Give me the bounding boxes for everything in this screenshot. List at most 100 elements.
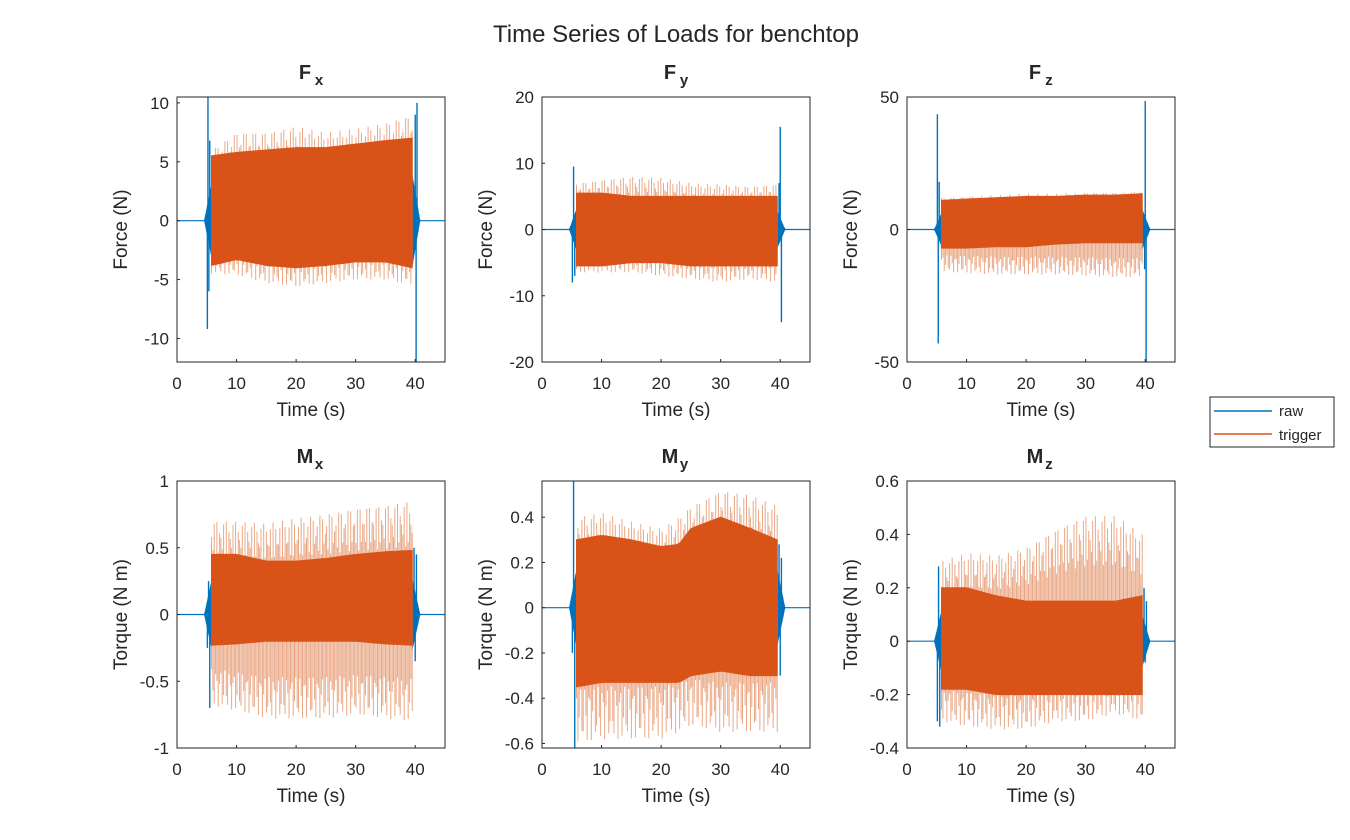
y-tick-label: 0 <box>525 221 534 240</box>
y-tick-label: -10 <box>144 329 169 348</box>
trigger-series-band <box>941 587 1143 696</box>
y-tick-label: 1 <box>160 472 169 491</box>
x-tick-label: 20 <box>652 760 671 779</box>
plot-area <box>542 126 810 323</box>
y-tick-label: -5 <box>154 271 169 290</box>
trigger-series-band <box>941 193 1143 249</box>
panel-title-subscript: x <box>315 456 324 473</box>
plot-area <box>907 515 1175 730</box>
axes-box <box>906 480 1176 749</box>
x-tick-label: 20 <box>287 760 306 779</box>
y-tick-label: 0.4 <box>510 508 534 527</box>
x-tick-label: 30 <box>346 374 365 393</box>
y-axis-label: Torque (N m) <box>111 559 132 670</box>
y-tick-label: 0 <box>890 221 899 240</box>
y-axis-label: Force (N) <box>841 189 862 269</box>
trigger-series-band <box>576 192 778 267</box>
panel-mx: 0 10 20 30 40 -1 -0.5 0 0.5 1 Time (s) Torque (N m)… <box>111 446 446 807</box>
x-tick-label: 30 <box>711 374 730 393</box>
y-axis-label: Torque (N m) <box>841 559 862 670</box>
y-tick-label: -0.4 <box>870 739 899 758</box>
legend-trigger-label: trigger <box>1279 427 1322 444</box>
y-tick-label: -10 <box>509 287 534 306</box>
x-axis-label: Time (s) <box>1007 400 1076 421</box>
panel-title: M <box>662 446 679 468</box>
y-tick-label: -0.2 <box>505 644 534 663</box>
figure-title: Time Series of Loads for benchtop <box>493 21 859 48</box>
x-tick-label: 20 <box>652 374 671 393</box>
x-tick-label: 0 <box>172 760 181 779</box>
x-tick-label: 30 <box>1076 760 1095 779</box>
x-tick-label: 10 <box>592 374 611 393</box>
x-axis-label: Time (s) <box>1007 786 1076 807</box>
x-tick-label: 30 <box>711 760 730 779</box>
x-tick-label: 0 <box>902 760 911 779</box>
y-tick-label: -0.4 <box>505 689 534 708</box>
x-axis-label: Time (s) <box>642 786 711 807</box>
x-axis-label: Time (s) <box>277 786 346 807</box>
x-tick-label: 40 <box>406 760 425 779</box>
x-tick-label: 40 <box>771 760 790 779</box>
y-tick-label: -0.6 <box>505 734 534 753</box>
y-tick-label: -1 <box>154 739 169 758</box>
x-axis-label: Time (s) <box>642 400 711 421</box>
x-tick-label: 0 <box>537 374 546 393</box>
y-axis-label: Torque (N m) <box>476 559 497 670</box>
y-tick-label: 0 <box>160 212 169 231</box>
panel-title-subscript: x <box>315 72 324 89</box>
x-tick-label: 10 <box>957 374 976 393</box>
x-tick-label: 40 <box>406 374 425 393</box>
y-tick-label: 0.5 <box>145 539 169 558</box>
x-tick-label: 30 <box>346 760 365 779</box>
y-tick-label: 20 <box>515 88 534 107</box>
plot-area <box>907 100 1175 362</box>
y-tick-label: -0.5 <box>140 672 169 691</box>
panel-fx: 0 10 20 30 40 -10 -5 0 5 10 Time (s) Force (N) F x <box>111 62 446 421</box>
panel-title: M <box>1027 446 1044 468</box>
axes-box <box>176 96 446 363</box>
y-tick-label: 0.4 <box>875 525 899 544</box>
y-axis-label: Force (N) <box>476 189 497 269</box>
panel-title-subscript: z <box>1045 72 1053 89</box>
x-tick-label: 20 <box>1017 760 1036 779</box>
legend-box <box>1209 396 1335 448</box>
legend-raw-label: raw <box>1279 403 1303 420</box>
panel-title: F <box>299 62 311 84</box>
x-tick-label: 40 <box>1136 760 1155 779</box>
x-tick-label: 10 <box>227 374 246 393</box>
y-tick-label: 0 <box>160 606 169 625</box>
axes-box <box>541 480 811 749</box>
plot-area <box>177 97 445 362</box>
panel-title-subscript: y <box>680 72 689 89</box>
panel-title: M <box>297 446 314 468</box>
panel-mz: 0 10 20 30 40 -0.4 -0.2 0 0.2 0.4 0.6 Time (s) Torqu… <box>841 446 1176 807</box>
trigger-series-band <box>576 516 778 688</box>
x-tick-label: 20 <box>1017 374 1036 393</box>
panel-my: 0 10 20 30 40 -0.6 -0.4 -0.2 0 0.2 0.4 Time (s) Torq… <box>476 446 811 807</box>
legend: raw trigger <box>1209 396 1335 448</box>
panel-title-subscript: z <box>1045 456 1053 473</box>
panel-fy: 0 10 20 30 40 -20 -10 0 10 20 Time (s) Force (N) F y <box>476 62 811 421</box>
x-tick-label: 40 <box>771 374 790 393</box>
y-tick-label: 50 <box>880 88 899 107</box>
trigger-series-band <box>211 137 413 269</box>
y-axis-label: Force (N) <box>111 189 132 269</box>
y-tick-label: 0 <box>525 599 534 618</box>
x-tick-label: 40 <box>1136 374 1155 393</box>
x-tick-label: 0 <box>902 374 911 393</box>
y-tick-label: 10 <box>150 94 169 113</box>
trigger-series-band <box>211 549 413 646</box>
x-tick-label: 10 <box>957 760 976 779</box>
panel-title-subscript: y <box>680 456 689 473</box>
y-tick-label: -20 <box>509 353 534 372</box>
y-tick-label: 0.6 <box>875 472 899 491</box>
y-tick-label: 0.2 <box>875 579 899 598</box>
plot-area <box>177 502 445 721</box>
x-axis-label: Time (s) <box>277 400 346 421</box>
panel-title: F <box>664 62 676 84</box>
y-tick-label: -50 <box>874 353 899 372</box>
x-tick-label: 30 <box>1076 374 1095 393</box>
x-tick-label: 10 <box>227 760 246 779</box>
x-tick-label: 10 <box>592 760 611 779</box>
